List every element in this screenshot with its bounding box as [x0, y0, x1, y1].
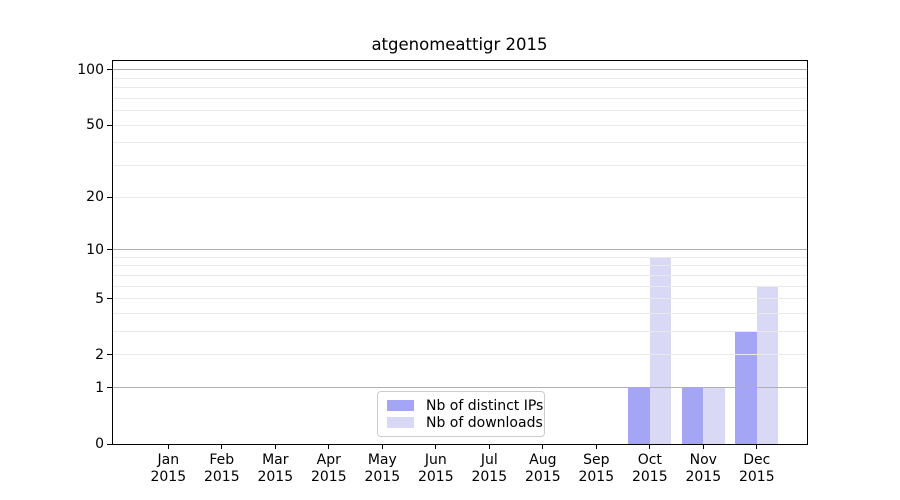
y-tick-label: 100: [77, 61, 104, 78]
gridline-minor: [112, 331, 807, 333]
x-tick-year: 2015: [203, 468, 240, 485]
x-tick-mark: [221, 444, 223, 449]
x-tick-month: May: [367, 452, 397, 468]
legend-row-downloads: Nb of downloads: [387, 415, 543, 431]
x-tick-label: Oct 2015: [620, 452, 680, 485]
x-tick-year: 2015: [738, 468, 775, 485]
chart-title: atgenomeattigr 2015: [371, 35, 548, 54]
x-tick-month: Jul: [480, 452, 498, 468]
x-tick-month: Sep: [583, 452, 610, 468]
gridline-major: [112, 387, 807, 389]
gridline-minor: [112, 165, 807, 167]
x-tick-mark: [702, 444, 704, 449]
x-tick-month: Nov: [689, 452, 717, 468]
legend-label-downloads: Nb of downloads: [426, 414, 543, 431]
y-tick-mark: [107, 196, 112, 198]
x-tick-label: Jan 2015: [138, 452, 198, 485]
gridline-minor: [112, 77, 807, 79]
x-tick-mark: [328, 444, 330, 449]
x-tick-year: 2015: [257, 468, 294, 485]
distinct-ips-swatch: [387, 400, 414, 411]
y-tick-label: 10: [86, 241, 104, 258]
x-tick-year: 2015: [364, 468, 401, 485]
bar-nov-downloads: [703, 387, 725, 444]
x-tick-mark: [649, 444, 651, 449]
gridline-minor: [112, 142, 807, 144]
x-tick-month: Oct: [637, 452, 662, 468]
gridline-minor: [112, 265, 807, 267]
y-tick-label: 20: [86, 189, 104, 206]
x-tick-year: 2015: [578, 468, 615, 485]
x-tick-label: Feb 2015: [192, 452, 252, 485]
bar-oct-distinct-ips: [628, 387, 650, 444]
y-tick-mark: [107, 443, 112, 445]
gridline-minor: [112, 124, 807, 126]
x-tick-year: 2015: [685, 468, 722, 485]
gridline-minor: [112, 285, 807, 287]
x-tick-mark: [756, 444, 758, 449]
x-tick-label: Jul 2015: [459, 452, 519, 485]
x-tick-month: Dec: [743, 452, 771, 468]
legend-row-distinct-ips: Nb of distinct IPs: [387, 398, 543, 414]
x-tick-year: 2015: [524, 468, 561, 485]
x-tick-month: Jun: [424, 452, 447, 468]
x-tick-label: Mar 2015: [245, 452, 305, 485]
x-tick-year: 2015: [417, 468, 454, 485]
y-tick-label: 1: [95, 379, 104, 396]
x-tick-mark: [167, 444, 169, 449]
legend-label-distinct-ips: Nb of distinct IPs: [426, 397, 544, 414]
gridline-minor: [112, 298, 807, 300]
x-tick-label: Sep 2015: [566, 452, 626, 485]
x-tick-label: May 2015: [352, 452, 412, 485]
x-tick-month: Apr: [316, 452, 341, 468]
gridline-minor: [112, 256, 807, 258]
x-tick-label: Aug 2015: [513, 452, 573, 485]
y-tick-mark: [107, 249, 112, 251]
gridline-major: [112, 69, 807, 71]
x-tick-month: Jan: [157, 452, 180, 468]
x-tick-month: Mar: [262, 452, 289, 468]
x-tick-label: Jun 2015: [406, 452, 466, 485]
x-tick-mark: [542, 444, 544, 449]
y-tick-mark: [107, 354, 112, 356]
y-tick-label: 50: [86, 117, 104, 134]
gridline-minor: [112, 110, 807, 112]
x-tick-label: Dec 2015: [727, 452, 787, 485]
x-tick-label: Nov 2015: [673, 452, 733, 485]
y-tick-label: 5: [95, 290, 104, 307]
y-tick-mark: [107, 387, 112, 389]
gridline-minor: [112, 354, 807, 356]
y-tick-mark: [107, 298, 112, 300]
gridline-minor: [112, 97, 807, 99]
y-tick-mark: [107, 69, 112, 71]
x-tick-mark: [274, 444, 276, 449]
x-tick-mark: [435, 444, 437, 449]
bar-oct-downloads: [649, 257, 672, 444]
gridline-major: [112, 249, 807, 251]
y-tick-label: 0: [95, 436, 104, 452]
bar-nov-distinct-ips: [681, 387, 704, 444]
x-tick-label: Apr 2015: [299, 452, 359, 485]
x-tick-year: 2015: [150, 468, 187, 485]
gridline-minor: [112, 87, 807, 89]
x-tick-month: Aug: [529, 452, 557, 468]
x-tick-year: 2015: [471, 468, 508, 485]
y-tick-label: 2: [95, 346, 104, 363]
gridline-minor: [112, 196, 807, 198]
x-tick-year: 2015: [310, 468, 347, 485]
bar-dec-downloads: [756, 286, 779, 444]
x-tick-mark: [381, 444, 383, 449]
x-tick-month: Feb: [209, 452, 235, 468]
gridline-minor: [112, 274, 807, 276]
x-tick-mark: [488, 444, 490, 449]
y-tick-mark: [107, 124, 112, 126]
x-tick-mark: [595, 444, 597, 449]
legend: Nb of distinct IPs Nb of downloads: [377, 391, 545, 437]
downloads-swatch: [387, 417, 414, 428]
x-tick-year: 2015: [631, 468, 668, 485]
gridline-minor: [112, 313, 807, 314]
